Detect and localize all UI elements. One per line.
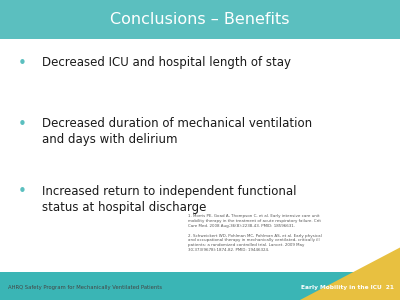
FancyBboxPatch shape xyxy=(0,272,400,300)
Text: •: • xyxy=(18,184,26,200)
Text: Decreased ICU and hospital length of stay: Decreased ICU and hospital length of sta… xyxy=(42,56,291,68)
Text: 1. Morris PE, Goad A, Thompson C, et al. Early intensive care unit
mobility ther: 1. Morris PE, Goad A, Thompson C, et al.… xyxy=(188,214,322,252)
FancyBboxPatch shape xyxy=(0,0,400,39)
Text: Conclusions – Benefits: Conclusions – Benefits xyxy=(110,12,290,27)
Text: Early Mobility in the ICU  21: Early Mobility in the ICU 21 xyxy=(301,285,394,290)
Text: AHRQ Safety Program for Mechanically Ventilated Patients: AHRQ Safety Program for Mechanically Ven… xyxy=(8,285,162,290)
Text: Increased return to independent functional
status at hospital discharge: Increased return to independent function… xyxy=(42,184,296,214)
Text: •: • xyxy=(18,117,26,132)
Text: Decreased duration of mechanical ventilation
and days with delirium: Decreased duration of mechanical ventila… xyxy=(42,117,312,146)
Text: •: • xyxy=(18,56,26,70)
Polygon shape xyxy=(240,248,400,300)
